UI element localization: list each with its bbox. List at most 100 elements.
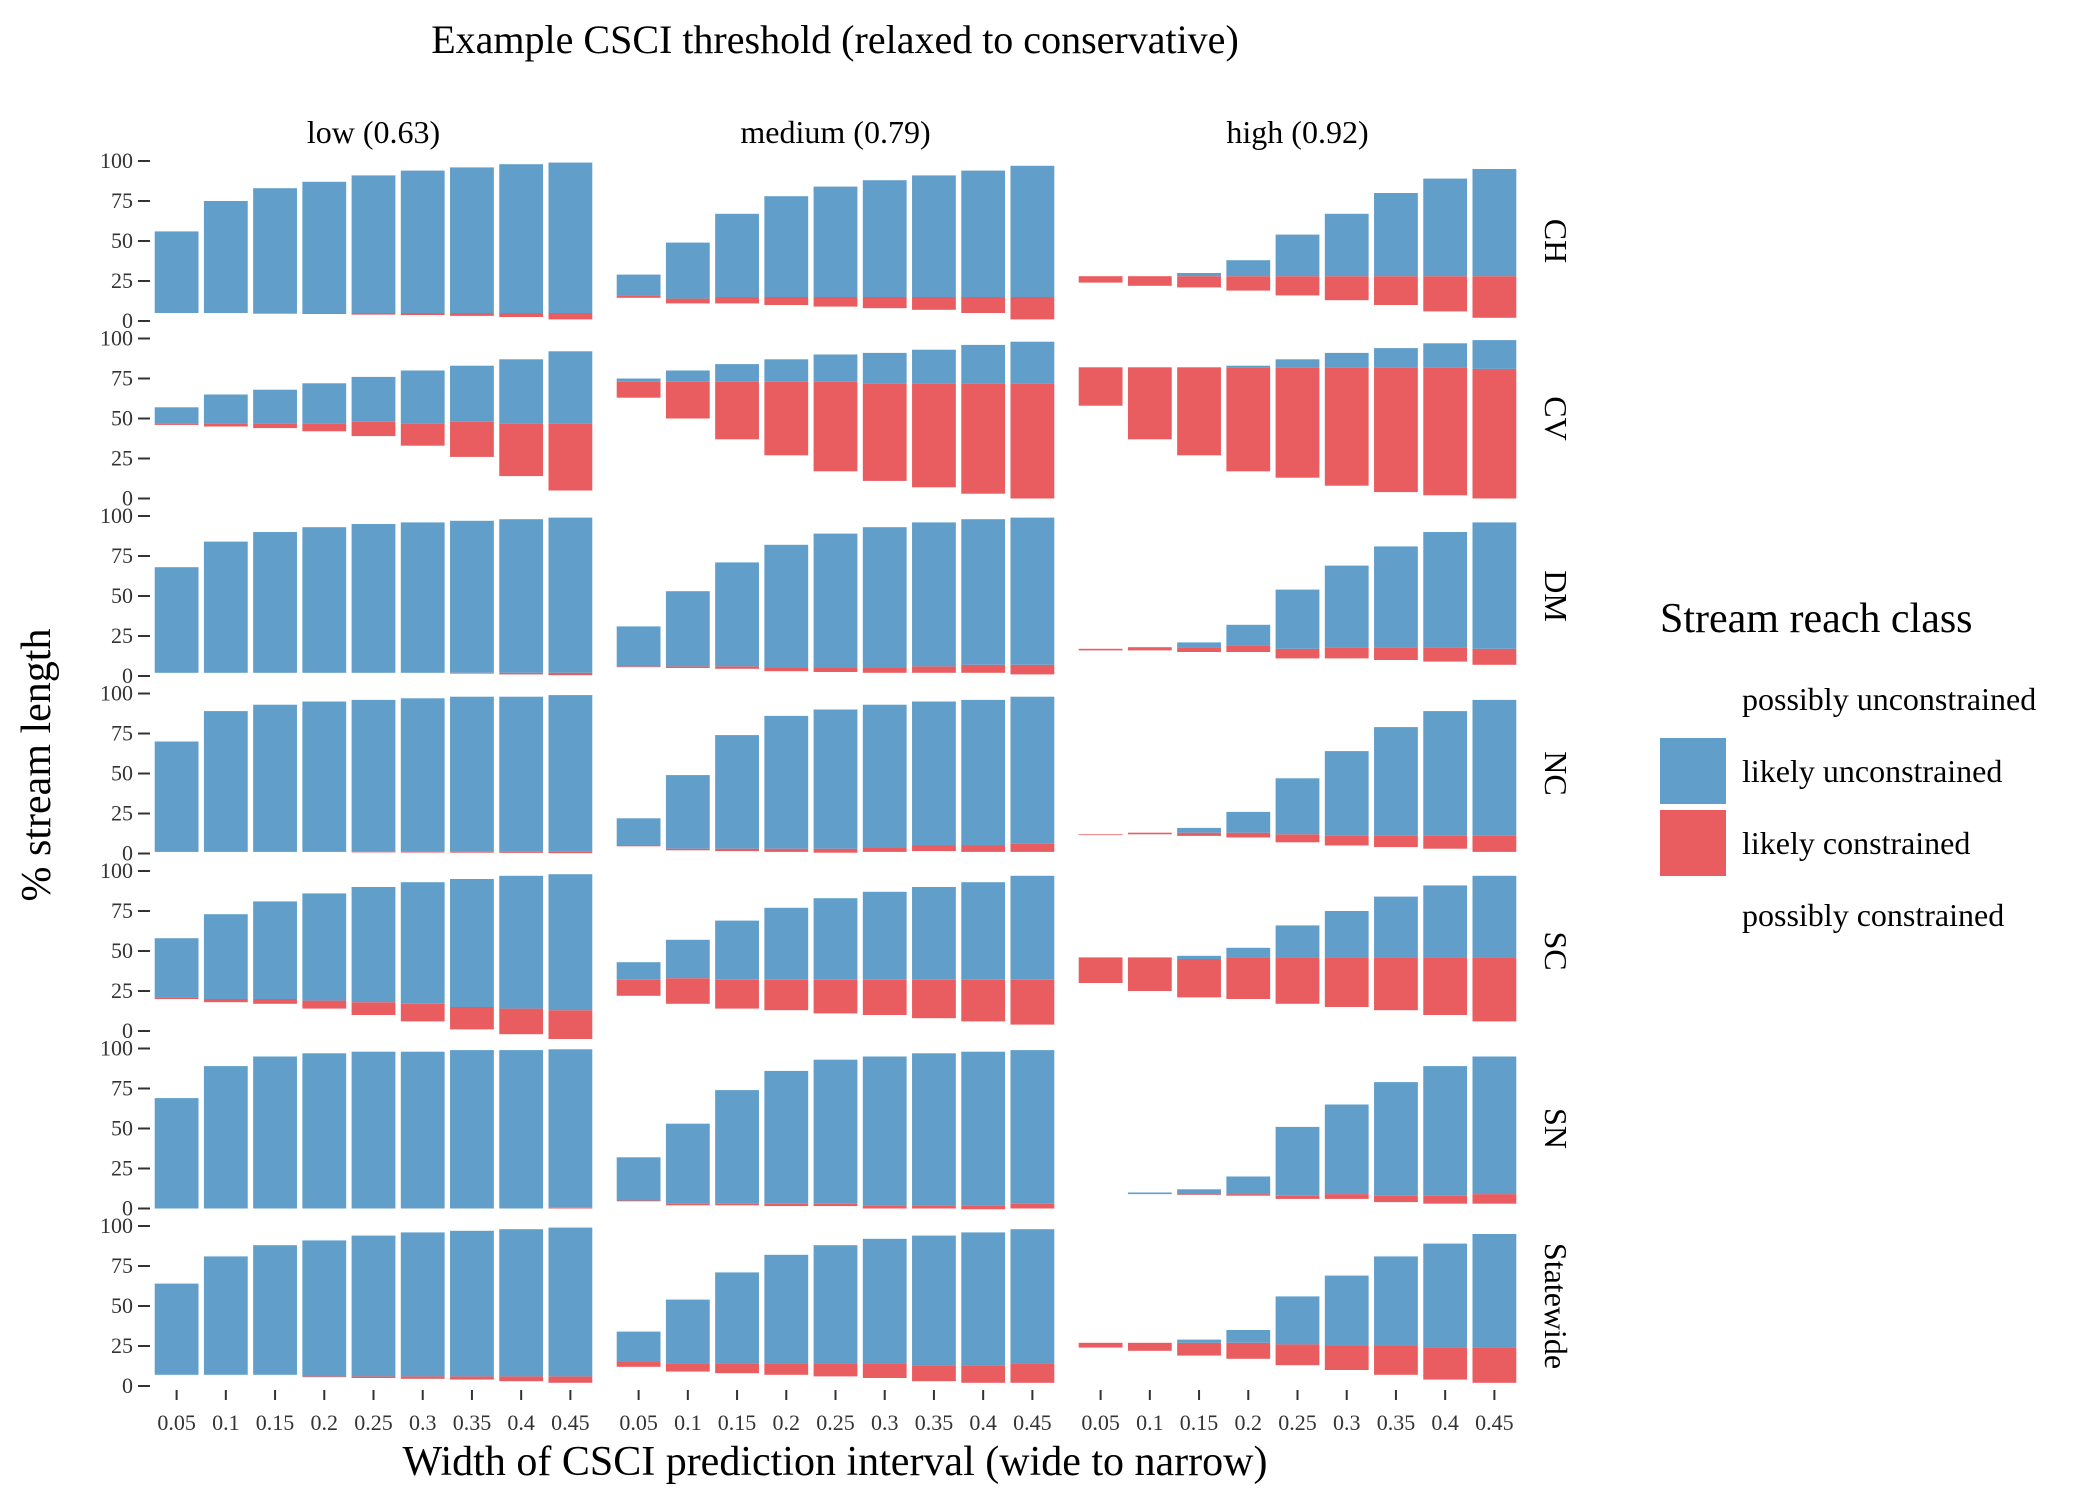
panel-sc-high-0-92 bbox=[1078, 875, 1517, 1022]
bar-likely-unconstrained bbox=[450, 1050, 494, 1209]
bar-likely-constrained bbox=[1078, 957, 1123, 983]
y-tick-label: 75 bbox=[111, 543, 133, 568]
legend-swatch bbox=[1660, 810, 1726, 876]
bar-likely-unconstrained bbox=[203, 541, 248, 673]
bar-likely-unconstrained bbox=[400, 1232, 445, 1377]
bar-likely-unconstrained bbox=[1010, 696, 1055, 844]
bar-likely-constrained bbox=[450, 672, 494, 674]
bar-likely-constrained bbox=[302, 313, 347, 314]
bar-likely-constrained bbox=[1127, 647, 1172, 651]
legend-item-likely-constrained: likely constrained bbox=[1660, 807, 2080, 879]
bar-likely-constrained bbox=[715, 666, 759, 669]
bar-likely-unconstrained bbox=[203, 394, 248, 424]
bar-likely-unconstrained bbox=[1226, 624, 1271, 646]
bar-likely-unconstrained bbox=[1374, 546, 1418, 648]
bar-likely-unconstrained bbox=[548, 695, 593, 852]
bar-likely-unconstrained bbox=[961, 344, 1006, 384]
bar-likely-unconstrained bbox=[665, 1123, 710, 1204]
bar-likely-unconstrained bbox=[1423, 1243, 1468, 1348]
bar-likely-unconstrained bbox=[499, 359, 544, 424]
bar-likely-unconstrained bbox=[862, 891, 907, 980]
bar-likely-unconstrained bbox=[764, 196, 809, 297]
bar-likely-unconstrained bbox=[351, 1235, 396, 1377]
bar-likely-constrained bbox=[912, 1365, 956, 1382]
x-tick-label: 0.4 bbox=[969, 1410, 997, 1435]
bar-likely-constrained bbox=[1127, 276, 1172, 286]
bar-likely-constrained bbox=[961, 383, 1006, 494]
bar-likely-unconstrained bbox=[862, 1056, 907, 1206]
legend-title: Stream reach class bbox=[1660, 596, 1973, 642]
bar-likely-constrained bbox=[1472, 1347, 1517, 1383]
bar-likely-constrained bbox=[1374, 957, 1418, 1011]
bar-likely-unconstrained bbox=[1324, 352, 1369, 368]
bar-likely-unconstrained bbox=[1226, 1330, 1271, 1343]
bar-likely-constrained bbox=[548, 1207, 593, 1209]
panel-cv-high-0-92 bbox=[1078, 340, 1517, 499]
bar-likely-unconstrained bbox=[400, 522, 445, 673]
row-strip-label-cv: CV bbox=[1538, 396, 1574, 440]
bar-likely-unconstrained bbox=[912, 1053, 956, 1206]
bar-likely-constrained bbox=[1226, 367, 1271, 472]
bar-likely-constrained bbox=[1010, 1203, 1055, 1209]
x-tick-label: 0.3 bbox=[1333, 1410, 1361, 1435]
bar-likely-constrained bbox=[1374, 1195, 1418, 1203]
bar-likely-constrained bbox=[1226, 832, 1271, 838]
bar-likely-unconstrained bbox=[862, 1238, 907, 1364]
bar-likely-constrained bbox=[862, 1363, 907, 1378]
x-tick-label: 0.25 bbox=[1278, 1410, 1317, 1435]
bar-likely-constrained bbox=[961, 845, 1006, 852]
bar-likely-unconstrained bbox=[665, 242, 710, 299]
bar-likely-unconstrained bbox=[253, 532, 297, 673]
bar-likely-unconstrained bbox=[1275, 1126, 1320, 1196]
panel-sn-high-0-92 bbox=[1127, 1056, 1517, 1204]
bar-likely-constrained bbox=[715, 297, 759, 304]
bar-likely-unconstrained bbox=[813, 1245, 858, 1364]
bar-likely-constrained bbox=[665, 978, 710, 1004]
bar-likely-constrained bbox=[862, 979, 907, 1015]
bar-likely-constrained bbox=[715, 979, 759, 1009]
bar-likely-constrained bbox=[1010, 383, 1055, 499]
y-tick-label: 0 bbox=[122, 663, 133, 688]
legend-item-likely-unconstrained: likely unconstrained bbox=[1660, 735, 2080, 807]
x-tick-label: 0.25 bbox=[354, 1410, 393, 1435]
bar-likely-unconstrained bbox=[154, 407, 199, 424]
bar-likely-unconstrained bbox=[1226, 1176, 1271, 1195]
row-strip-label-nc: NC bbox=[1538, 751, 1574, 795]
bar-likely-unconstrained bbox=[253, 188, 297, 313]
bar-likely-unconstrained bbox=[616, 1157, 661, 1201]
bar-likely-unconstrained bbox=[203, 711, 248, 852]
bar-likely-constrained bbox=[499, 1008, 544, 1035]
bar-likely-constrained bbox=[862, 847, 907, 852]
bar-likely-constrained bbox=[1275, 276, 1320, 296]
bar-likely-unconstrained bbox=[253, 1245, 297, 1375]
x-tick-label: 0.2 bbox=[1235, 1410, 1263, 1435]
bar-likely-unconstrained bbox=[764, 715, 809, 849]
bar-likely-unconstrained bbox=[961, 882, 1006, 980]
bar-likely-constrained bbox=[764, 668, 809, 672]
bar-likely-constrained bbox=[1374, 647, 1418, 660]
bar-likely-constrained bbox=[764, 1203, 809, 1207]
bar-likely-unconstrained bbox=[548, 517, 593, 673]
bar-likely-constrained bbox=[351, 1376, 396, 1378]
bar-likely-constrained bbox=[548, 313, 593, 320]
bar-likely-constrained bbox=[400, 1376, 445, 1379]
y-tick-label: 75 bbox=[111, 1076, 133, 1101]
bar-likely-unconstrained bbox=[862, 527, 907, 668]
bar-likely-constrained bbox=[450, 313, 494, 316]
bar-likely-unconstrained bbox=[400, 170, 445, 313]
bar-likely-constrained bbox=[715, 1203, 759, 1206]
bar-likely-constrained bbox=[1472, 835, 1517, 852]
bar-likely-constrained bbox=[1324, 647, 1369, 659]
legend: Stream reach class possibly unconstraine… bbox=[1660, 595, 2080, 951]
panel-nc-high-0-92 bbox=[1078, 699, 1517, 852]
bar-likely-unconstrained bbox=[764, 1254, 809, 1364]
bar-likely-unconstrained bbox=[203, 1256, 248, 1375]
bar-likely-unconstrained bbox=[961, 1051, 1006, 1206]
x-tick-label: 0.4 bbox=[1431, 1410, 1459, 1435]
bar-likely-constrained bbox=[203, 423, 248, 427]
y-tick-label: 25 bbox=[111, 1156, 133, 1181]
bar-likely-unconstrained bbox=[1374, 193, 1418, 277]
bar-likely-unconstrained bbox=[764, 907, 809, 980]
bar-likely-unconstrained bbox=[715, 1090, 759, 1204]
